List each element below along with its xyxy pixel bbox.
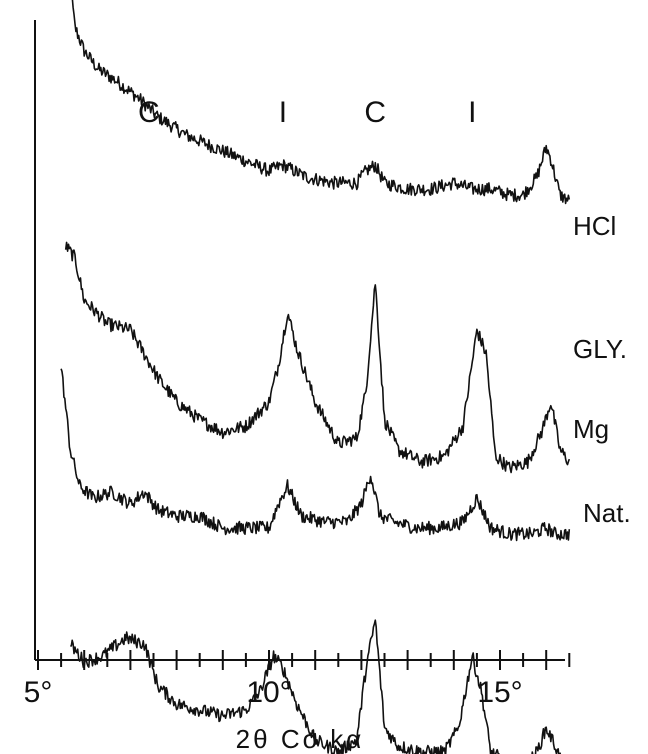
x-tick-label: 5°	[24, 676, 53, 709]
series-line	[71, 0, 571, 205]
peak-marker: I	[279, 96, 287, 129]
peak-marker: C	[364, 96, 386, 129]
series-group	[60, 0, 571, 754]
series-line	[70, 619, 562, 754]
tick-labels: 5° 10° 15°	[24, 676, 523, 709]
peak-marker: C	[138, 96, 160, 129]
series-label: Mg	[573, 414, 609, 444]
x-axis-title: 2θ Co kα	[236, 724, 365, 754]
series-line	[64, 241, 571, 474]
series-line	[60, 368, 571, 542]
series-label: Nat.	[583, 498, 631, 528]
peak-marker: I	[468, 96, 476, 129]
x-tick-label: 10°	[246, 676, 291, 709]
series-labels: HCl GLY. Mg Nat.	[573, 211, 631, 528]
series-label: HCl	[573, 211, 616, 241]
axes	[34, 20, 571, 670]
series-label: GLY.	[573, 334, 627, 364]
x-tick-label: 15°	[477, 676, 522, 709]
